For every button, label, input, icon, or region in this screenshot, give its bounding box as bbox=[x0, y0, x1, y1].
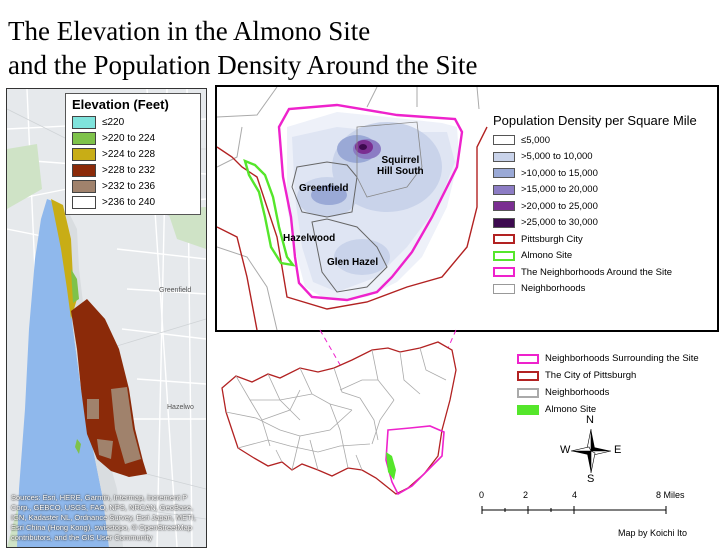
elevation-swatch bbox=[72, 179, 96, 193]
city-legend-label: Neighborhoods Surrounding the Site bbox=[545, 353, 699, 364]
population-legend-label: >25,000 to 30,000 bbox=[521, 217, 598, 229]
author-credit: Map by Koichi Ito bbox=[618, 528, 688, 538]
elevation-legend-label: >236 to 240 bbox=[102, 196, 156, 208]
city-legend-item: Neighborhoods Surrounding the Site bbox=[517, 350, 717, 367]
elevation-legend-label: >228 to 232 bbox=[102, 164, 156, 176]
population-legend-item: The Neighborhoods Around the Site bbox=[493, 264, 711, 281]
elevation-legend-item: >228 to 232 bbox=[72, 162, 194, 178]
population-legend-label: >20,000 to 25,000 bbox=[521, 200, 598, 212]
elevation-legend: Elevation (Feet) ≤220 >220 to 224 >224 to … bbox=[65, 93, 201, 215]
population-legend-item: Neighborhoods bbox=[493, 281, 711, 298]
city-legend-swatch bbox=[517, 353, 539, 364]
elevation-map-panel: Elevation (Feet) ≤220 >220 to 224 >224 to … bbox=[6, 88, 207, 548]
elevation-legend-title: Elevation (Feet) bbox=[72, 97, 169, 112]
elevation-swatch bbox=[72, 115, 96, 129]
population-legend-title: Population Density per Square Mile bbox=[493, 113, 697, 128]
city-legend-item: The City of Pittsburgh bbox=[517, 367, 717, 384]
almono-site-outline bbox=[243, 158, 296, 267]
population-swatch bbox=[493, 267, 515, 278]
river-shape bbox=[17, 199, 109, 547]
population-swatch bbox=[493, 250, 515, 261]
surrounding-neighborhoods-outline bbox=[277, 103, 464, 302]
title-line-2: and the Population Density Around the Si… bbox=[8, 50, 478, 80]
elevation-legend-item: ≤220 bbox=[72, 114, 194, 130]
population-legend-item: >15,000 to 20,000 bbox=[493, 182, 711, 199]
elevation-legend-item: >236 to 240 bbox=[72, 194, 194, 210]
population-legend-item: >25,000 to 30,000 bbox=[493, 215, 711, 232]
population-legend-label: Pittsburgh City bbox=[521, 233, 583, 245]
scale-label-8: 8 Miles bbox=[656, 490, 685, 500]
scale-bar-graphic bbox=[481, 506, 667, 514]
elevation-swatch bbox=[72, 147, 96, 161]
label-glen-hazel: Glen Hazel bbox=[327, 257, 379, 268]
elevation-legend-label: ≤220 bbox=[102, 116, 125, 128]
scale-label-0: 0 bbox=[479, 490, 485, 500]
population-legend-item: >20,000 to 25,000 bbox=[493, 198, 711, 215]
label-hazelwood: Hazelwood bbox=[283, 233, 336, 244]
population-swatch bbox=[493, 234, 515, 245]
label-squirrel-hill-south: Squirrel Hill South bbox=[377, 155, 424, 177]
city-legend-swatch bbox=[517, 370, 539, 381]
population-swatch bbox=[493, 217, 515, 228]
elevation-legend-item: >224 to 228 bbox=[72, 146, 194, 162]
almono-site-city bbox=[386, 452, 396, 480]
population-density-legend: Population Density per Square Mile ≤5,00… bbox=[493, 113, 711, 297]
population-legend-label: >5,000 to 10,000 bbox=[521, 151, 593, 163]
population-swatch bbox=[493, 184, 515, 195]
elevation-legend-label: >220 to 224 bbox=[102, 132, 156, 144]
elevation-legend-item: >232 to 236 bbox=[72, 178, 194, 194]
population-legend-item: >5,000 to 10,000 bbox=[493, 149, 711, 166]
population-swatch bbox=[493, 283, 515, 294]
city-legend-label: Almono Site bbox=[545, 404, 597, 415]
elevation-legend-label: >224 to 228 bbox=[102, 148, 156, 160]
population-swatch bbox=[493, 135, 515, 146]
elevation-swatch bbox=[72, 195, 96, 209]
city-legend-item: Neighborhoods bbox=[517, 384, 717, 401]
place-label-greenfield: Greenfield bbox=[159, 287, 192, 294]
elevation-legend-item: >220 to 224 bbox=[72, 130, 194, 146]
population-legend-label: Almono Site bbox=[521, 250, 573, 262]
population-density-map bbox=[217, 87, 488, 330]
population-legend-label: The Neighborhoods Around the Site bbox=[521, 266, 673, 278]
population-density-panel: Squirrel Hill South Greenfield Hazelwood… bbox=[215, 85, 719, 332]
population-legend-item: ≤5,000 bbox=[493, 132, 711, 149]
north-label: N bbox=[586, 414, 594, 426]
north-arrow: N S W E bbox=[556, 414, 626, 486]
city-legend-label: The City of Pittsburgh bbox=[545, 370, 637, 381]
elevation-legend-label: >232 to 236 bbox=[102, 180, 156, 192]
population-legend-item: >10,000 to 15,000 bbox=[493, 165, 711, 182]
population-swatch bbox=[493, 201, 515, 212]
pittsburgh-city-outline bbox=[221, 341, 457, 495]
city-legend-swatch bbox=[517, 387, 539, 398]
scale-label-2: 2 bbox=[523, 490, 529, 500]
city-map-legend: Neighborhoods Surrounding the Site The Ci… bbox=[517, 350, 717, 418]
scale-bar: 0 2 4 8 Miles bbox=[476, 490, 685, 520]
basemap-credits: Sources: Esri, HERE, Garmin, Intermap, i… bbox=[11, 493, 196, 542]
population-swatch bbox=[493, 151, 515, 162]
place-label-hazelwood: Hazelwo bbox=[167, 404, 194, 411]
city-legend-label: Neighborhoods bbox=[545, 387, 610, 398]
title-line-1: The Elevation in the Almono Site bbox=[8, 16, 371, 46]
map-title: The Elevation in the Almono Site and the… bbox=[8, 14, 528, 82]
city-legend-item: Almono Site bbox=[517, 401, 717, 418]
west-label: W bbox=[560, 444, 571, 456]
east-label: E bbox=[614, 444, 622, 456]
city-legend-swatch bbox=[517, 404, 539, 415]
elevation-swatch bbox=[72, 131, 96, 145]
scale-label-4: 4 bbox=[572, 490, 578, 500]
population-legend-label: >10,000 to 15,000 bbox=[521, 167, 598, 179]
population-legend-item: Almono Site bbox=[493, 248, 711, 265]
population-legend-label: Neighborhoods bbox=[521, 283, 586, 295]
compass-icon bbox=[570, 428, 612, 474]
south-label: S bbox=[587, 473, 595, 485]
label-greenfield: Greenfield bbox=[299, 183, 349, 194]
population-legend-item: Pittsburgh City bbox=[493, 231, 711, 248]
elevation-swatch bbox=[72, 163, 96, 177]
population-legend-label: >15,000 to 20,000 bbox=[521, 184, 598, 196]
population-legend-label: ≤5,000 bbox=[521, 134, 550, 146]
population-swatch bbox=[493, 168, 515, 179]
